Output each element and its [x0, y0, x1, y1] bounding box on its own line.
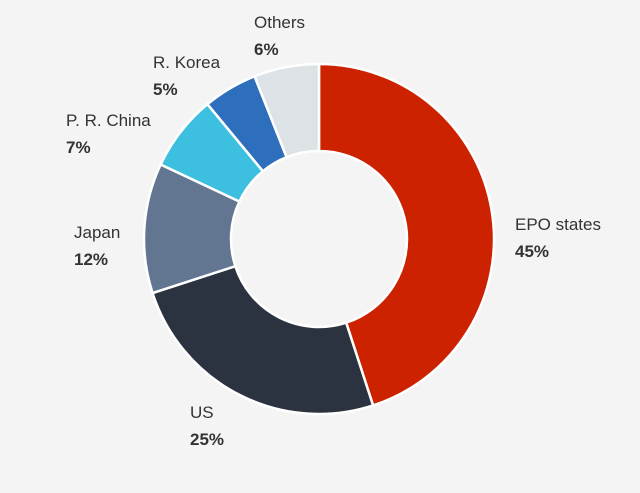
label-us: US [190, 403, 214, 422]
label-others: Others [254, 13, 305, 32]
slice-labels: EPO states 45% US 25% Japan 12% P. R. China 7% R… [66, 13, 601, 449]
label-p-r-china: P. R. China [66, 111, 151, 130]
label-r-korea: R. Korea [153, 53, 221, 72]
value-label-r-korea: 5% [153, 80, 178, 99]
value-label-others: 6% [254, 40, 279, 59]
value-label-us: 25% [190, 430, 224, 449]
slice-others [253, 62, 321, 159]
slice-us [151, 264, 375, 416]
value-label-japan: 12% [74, 250, 108, 269]
donut-slices [142, 62, 496, 416]
slice-epo-states [317, 62, 496, 407]
label-epo-states: EPO states [515, 215, 601, 234]
value-label-epo-states: 45% [515, 242, 549, 261]
label-japan: Japan [74, 223, 120, 242]
value-label-p-r-china: 7% [66, 138, 91, 157]
